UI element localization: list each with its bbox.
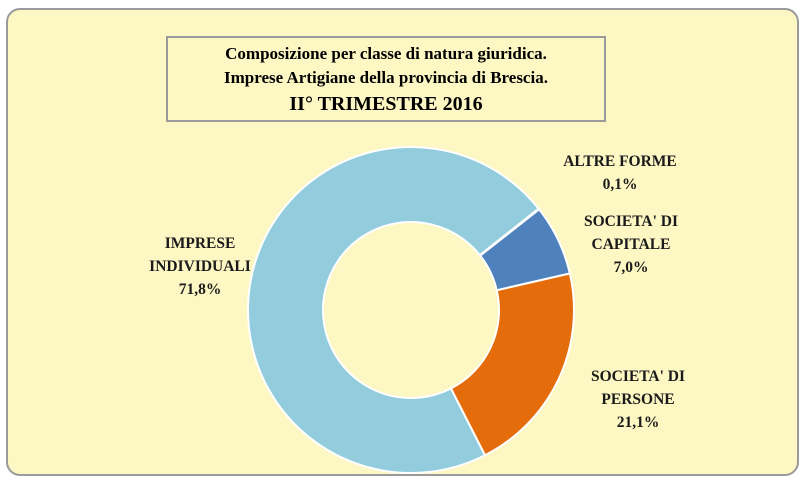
slice-label: SOCIETA' DI PERSONE 21,1%: [558, 365, 718, 434]
donut-slice: [449, 272, 575, 457]
donut-slice: [247, 146, 540, 474]
chart: [247, 146, 575, 474]
chart-title: Imprese Artigiane della provincia di Bre…: [224, 68, 548, 87]
category-label: SOCIETA' DI CAPITALE: [583, 213, 679, 253]
chart-title: II° TRIMESTRE 2016: [289, 93, 483, 115]
category-label: IMPRESE INDIVIDUALI: [149, 235, 251, 275]
value-label: 71,8%: [178, 281, 222, 298]
value-label: 0,1%: [602, 176, 638, 193]
chart-frame: Composizione per classe di natura giurid…: [6, 8, 799, 476]
title-box: Composizione per classe di natura giurid…: [166, 36, 606, 122]
chart-title: Composizione per classe di natura giurid…: [225, 44, 547, 63]
slice-label: ALTRE FORME 0,1%: [540, 150, 700, 196]
slice-label: SOCIETA' DI CAPITALE 7,0%: [551, 210, 711, 279]
category-label: SOCIETA' DI PERSONE: [590, 368, 686, 408]
category-label: ALTRE FORME: [563, 153, 677, 170]
slice-label: IMPRESE INDIVIDUALI 71,8%: [120, 232, 280, 301]
value-label: 21,1%: [616, 414, 660, 431]
value-label: 7,0%: [613, 259, 649, 276]
